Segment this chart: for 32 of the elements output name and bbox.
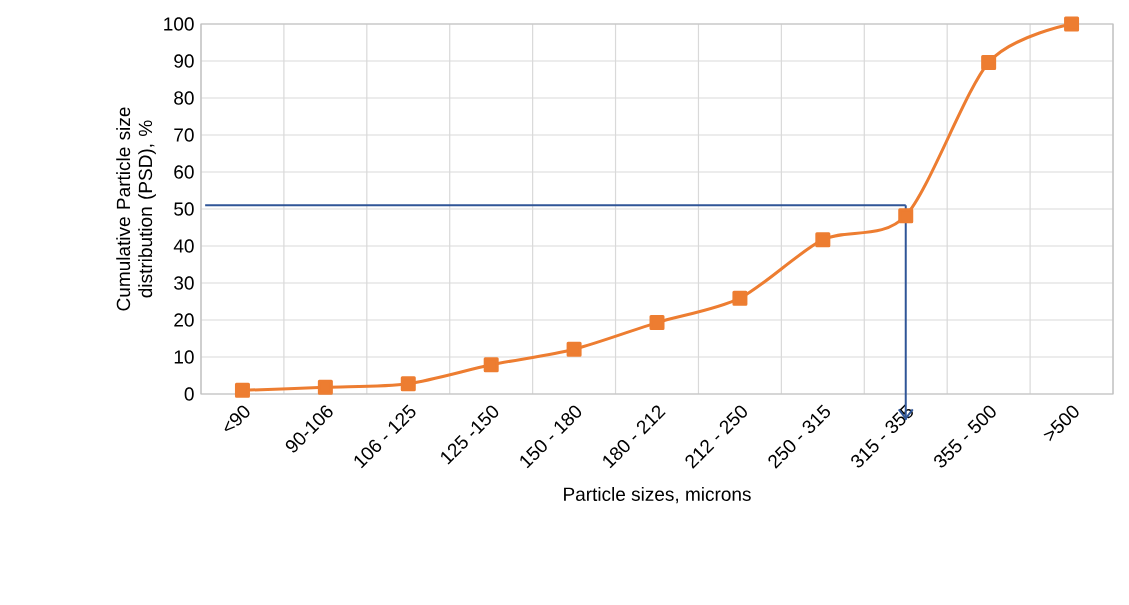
point	[898, 208, 914, 224]
y-tick-label: 100	[164, 17, 194, 31]
y-tick-label: 80	[174, 91, 194, 105]
x-tick-label: 180 - 212	[603, 405, 666, 469]
y-tick-label: 0	[184, 387, 194, 401]
x-axis-title: Particle sizes, microns	[564, 487, 751, 504]
y-tick-label: 10	[174, 350, 194, 364]
point	[649, 315, 665, 331]
point	[566, 341, 582, 357]
y-tick-label: 50	[174, 202, 194, 216]
y-tick-label: 40	[173, 239, 194, 253]
point	[732, 290, 748, 306]
x-tick-label: 212 - 250	[685, 405, 747, 469]
point	[317, 379, 333, 395]
point	[981, 54, 997, 70]
x-tick-label: <90	[224, 405, 250, 431]
x-tick-label: 106 - 125	[354, 404, 416, 469]
y-tick-label: 70	[174, 128, 194, 142]
y-axis-title: Cumulative Particle size distribution (PSD), %	[116, 107, 156, 311]
x-tick-label: 250 - 315	[768, 404, 831, 469]
y-tick-label: 90	[174, 54, 194, 68]
x-tick-label: 150 - 180	[520, 405, 582, 469]
point	[1064, 16, 1080, 32]
point	[815, 232, 831, 248]
y-tick-label: 20	[174, 313, 194, 327]
x-tick-label: 125 -150	[441, 405, 499, 465]
point	[234, 382, 250, 398]
y-tick-label: 60	[174, 165, 194, 179]
x-tick-label: 355 - 500	[934, 405, 996, 468]
point	[483, 357, 499, 373]
point	[400, 376, 416, 392]
y-tick-label: 30	[174, 276, 194, 290]
